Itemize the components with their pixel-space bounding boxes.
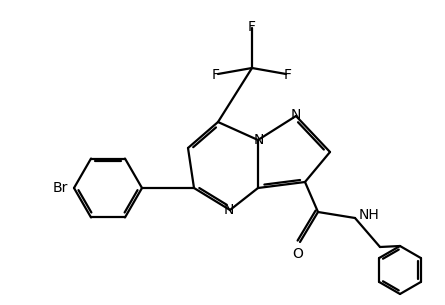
Text: N: N (254, 133, 264, 147)
Text: F: F (212, 68, 220, 82)
Text: NH: NH (359, 208, 380, 222)
Text: O: O (292, 247, 303, 261)
Text: F: F (248, 20, 256, 34)
Text: F: F (284, 68, 292, 82)
Text: N: N (291, 108, 301, 122)
Text: N: N (224, 203, 234, 217)
Text: Br: Br (53, 181, 68, 195)
